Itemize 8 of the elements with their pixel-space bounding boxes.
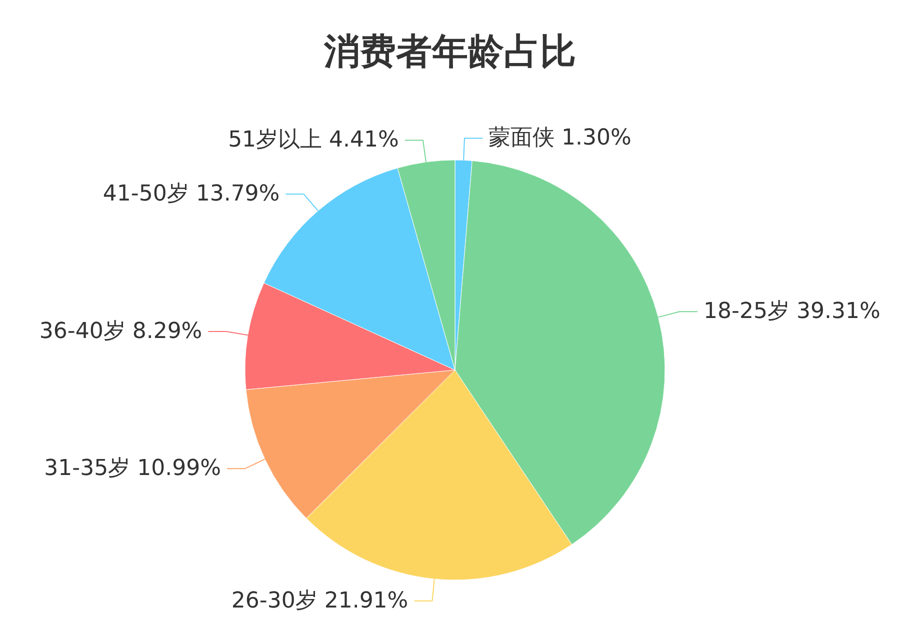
- slice-label: 31-35岁 10.99%: [44, 456, 221, 482]
- slice-label: 51岁以上 4.41%: [228, 128, 399, 153]
- slice-label: 26-30岁 21.91%: [231, 588, 408, 614]
- slice-label: 18-25岁 39.31%: [704, 299, 880, 324]
- slice-label: 蒙面侠 1.30%: [488, 126, 632, 151]
- slice-label: 36-40岁 8.29%: [39, 318, 202, 344]
- chart-title: 消费者年龄占比: [323, 32, 576, 72]
- slice-label: 41-50岁 13.79%: [102, 182, 280, 207]
